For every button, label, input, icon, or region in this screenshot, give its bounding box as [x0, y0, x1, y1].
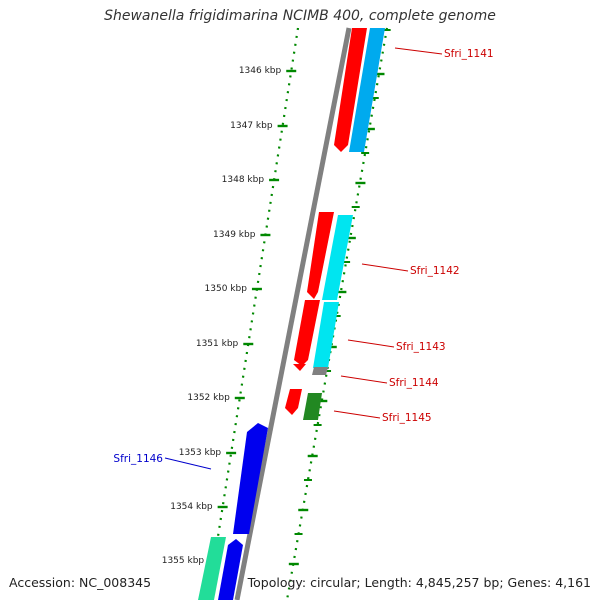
- callout-line: [340, 375, 388, 384]
- gene-arrow-sfri-1141: [334, 28, 367, 152]
- callout-line: [361, 263, 409, 272]
- gene-arrow-sfri-1143: [294, 300, 320, 366]
- callout-line: [164, 457, 212, 470]
- map-title: Shewanella frigidimarina NCIMB 400, comp…: [104, 8, 496, 24]
- scale-tick-label: 1350 kbp: [205, 284, 248, 294]
- gene-label[interactable]: Sfri_1142: [410, 265, 460, 277]
- gene-callouts: Sfri_1141 Sfri_1142 Sfri_1143 Sfri_1144 Sfri…: [113, 47, 494, 470]
- callout-line: [333, 410, 381, 419]
- genome-summary: Topology: circular; Length: 4,845,257 bp…: [247, 575, 591, 590]
- scale-tick-label: 1354 kbp: [170, 502, 213, 512]
- genome-backbone: [234, 27, 352, 600]
- scale-tick-label: 1348 kbp: [222, 175, 265, 185]
- gene-block-teal: [198, 537, 226, 600]
- gene-label[interactable]: Sfri_1144: [389, 377, 439, 389]
- gene-label[interactable]: Sfri_1145: [382, 412, 432, 424]
- gene-tip-sfri-1143: [293, 364, 306, 371]
- gene-arrow-sfri-1142: [307, 212, 334, 299]
- gene-block-sfri-1145: [303, 393, 322, 420]
- scale-tick-label: 1353 kbp: [179, 448, 222, 458]
- gene-label[interactable]: Sfri_1143: [396, 341, 446, 353]
- scale-tick-label: 1351 kbp: [196, 339, 239, 349]
- gene-arrow-sfri-1145: [285, 389, 302, 415]
- gene-block-sfri-1141: [349, 28, 385, 152]
- gene-arrow-sfri-1146: [233, 423, 268, 534]
- gene-arrow-blue-lower: [218, 539, 243, 600]
- callout-line: [347, 339, 395, 348]
- accession-label: Accession: NC_008345: [9, 575, 152, 590]
- scale-tick-labels: 1346 kbp 1347 kbp 1348 kbp 1349 kbp 1350 kbp…: [162, 66, 282, 566]
- gene-label[interactable]: Sfri_1141: [444, 48, 494, 60]
- scale-track-left: [206, 27, 300, 600]
- callout-line: [394, 47, 443, 55]
- scale-tick-label: 1355 kbp: [162, 556, 205, 566]
- scale-tick-label: 1346 kbp: [239, 66, 282, 76]
- gene-block-sfri-1143: [313, 302, 339, 368]
- gene-features: [198, 28, 385, 600]
- gene-block-sfri-1144: [312, 367, 328, 375]
- scale-tick-label: 1347 kbp: [230, 121, 273, 131]
- scale-tick-label: 1352 kbp: [187, 393, 230, 403]
- gene-label[interactable]: Sfri_1146: [113, 453, 163, 465]
- scale-tick-label: 1349 kbp: [213, 230, 256, 240]
- gene-block-sfri-1142: [322, 215, 353, 300]
- scale-track-right: [285, 27, 389, 600]
